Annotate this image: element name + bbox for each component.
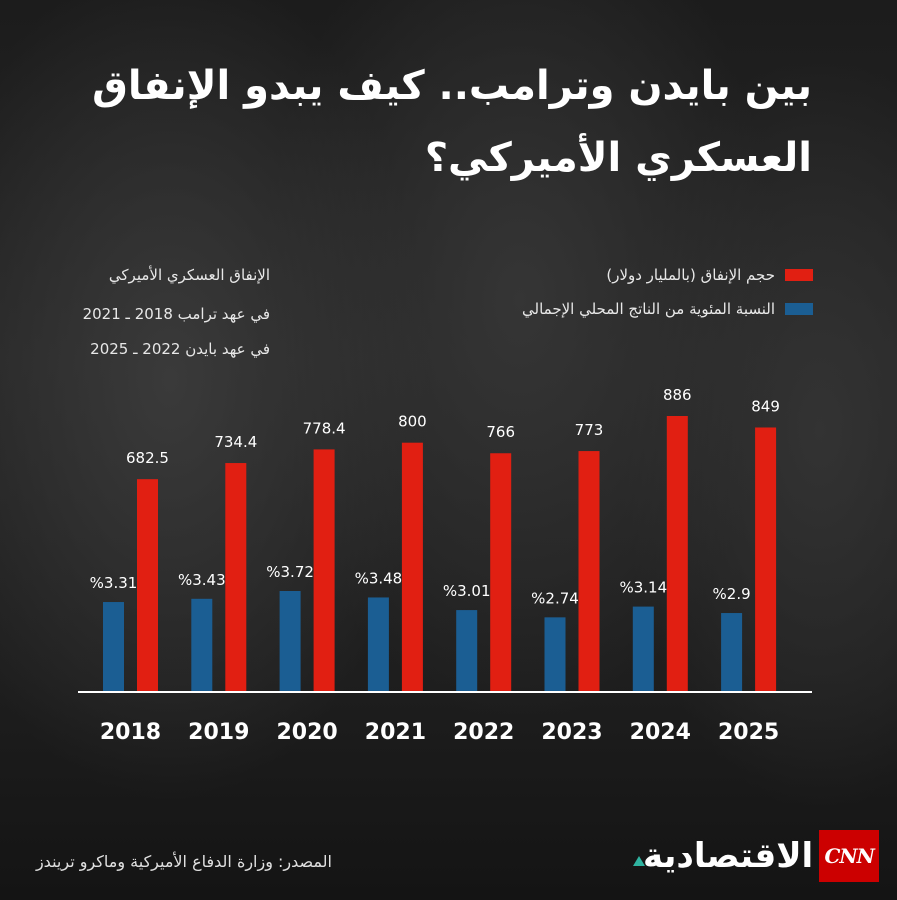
brand-name: الاقتصادية xyxy=(633,836,814,876)
legend-item-spending: حجم الإنفاق (بالمليار دولار) xyxy=(606,266,813,284)
brand-logo: الاقتصادية CNN xyxy=(633,830,880,882)
legend-label-spending: حجم الإنفاق (بالمليار دولار) xyxy=(606,266,775,284)
x-tick-label-2020: 2020 xyxy=(276,720,337,745)
legend-swatch-gdp xyxy=(785,303,813,315)
data-label-gdp-2023: %2.74 xyxy=(531,589,579,607)
bar-gdp-2023 xyxy=(544,617,566,691)
x-tick-label-2022: 2022 xyxy=(453,720,514,745)
data-label-gdp-2025: %2.9 xyxy=(713,585,751,603)
title-line-2: العسكري الأميركي؟ xyxy=(424,135,812,181)
bar-gdp-2024 xyxy=(632,606,654,691)
title-line-1: بين بايدن وترامب.. كيف يبدو الإنفاق xyxy=(92,63,812,109)
data-label-spending-2022: 766 xyxy=(486,423,515,441)
data-label-gdp-2024: %3.14 xyxy=(619,579,667,597)
data-label-spending-2024: 886 xyxy=(663,386,692,404)
data-label-spending-2019: 734.4 xyxy=(214,433,257,451)
legend-swatch-spending xyxy=(785,269,813,281)
bar-gdp-2025 xyxy=(721,613,743,691)
bar-gdp-2022 xyxy=(456,610,478,691)
cnn-logo-text: CNN xyxy=(824,844,874,868)
bar-gdp-2018 xyxy=(103,602,124,691)
bar-spending-2022 xyxy=(490,453,512,691)
note-trump-era: في عهد ترامب 2018 ـ 2021 xyxy=(82,305,270,323)
bar-spending-2021 xyxy=(401,442,423,691)
bar-spending-2023 xyxy=(578,451,600,691)
bar-gdp-2021 xyxy=(367,597,389,691)
data-label-spending-2025: 849 xyxy=(751,397,780,415)
bar-spending-2024 xyxy=(666,416,688,691)
data-label-gdp-2020: %3.72 xyxy=(266,563,314,581)
data-label-spending-2023: 773 xyxy=(575,421,604,439)
note-heading: الإنفاق العسكري الأميركي xyxy=(108,266,270,284)
bar-spending-2025 xyxy=(755,427,777,691)
x-tick-label-2024: 2024 xyxy=(630,720,691,745)
data-label-gdp-2021: %3.48 xyxy=(355,569,403,587)
x-tick-label-2021: 2021 xyxy=(365,720,426,745)
note-biden-era: في عهد بايدن 2022 ـ 2025 xyxy=(90,340,270,358)
bar-gdp-2020 xyxy=(279,591,301,691)
data-label-spending-2020: 778.4 xyxy=(303,419,346,437)
bar-spending-2020 xyxy=(313,449,335,691)
source-note: المصدر: وزارة الدفاع الأميركية وماكرو تر… xyxy=(35,852,332,871)
data-label-spending-2018: 682.5 xyxy=(126,449,169,467)
bar-spending-2019 xyxy=(225,463,247,691)
x-tick-label-2023: 2023 xyxy=(541,720,602,745)
x-tick-label-2025: 2025 xyxy=(718,720,779,745)
data-label-gdp-2019: %3.43 xyxy=(178,571,226,589)
bar-spending-2018 xyxy=(137,479,158,691)
x-tick-label-2019: 2019 xyxy=(188,720,249,745)
data-label-gdp-2018: %3.31 xyxy=(90,574,138,592)
data-label-gdp-2022: %3.01 xyxy=(443,582,491,600)
legend-item-gdp: النسبة المئوية من الناتج المحلي الإجمالي xyxy=(522,300,813,318)
cnn-logo: CNN xyxy=(819,830,880,882)
legend-label-gdp: النسبة المئوية من الناتج المحلي الإجمالي xyxy=(522,300,775,318)
data-label-spending-2021: 800 xyxy=(398,413,427,431)
x-tick-label-2018: 2018 xyxy=(100,720,161,745)
bar-gdp-2019 xyxy=(191,598,213,691)
